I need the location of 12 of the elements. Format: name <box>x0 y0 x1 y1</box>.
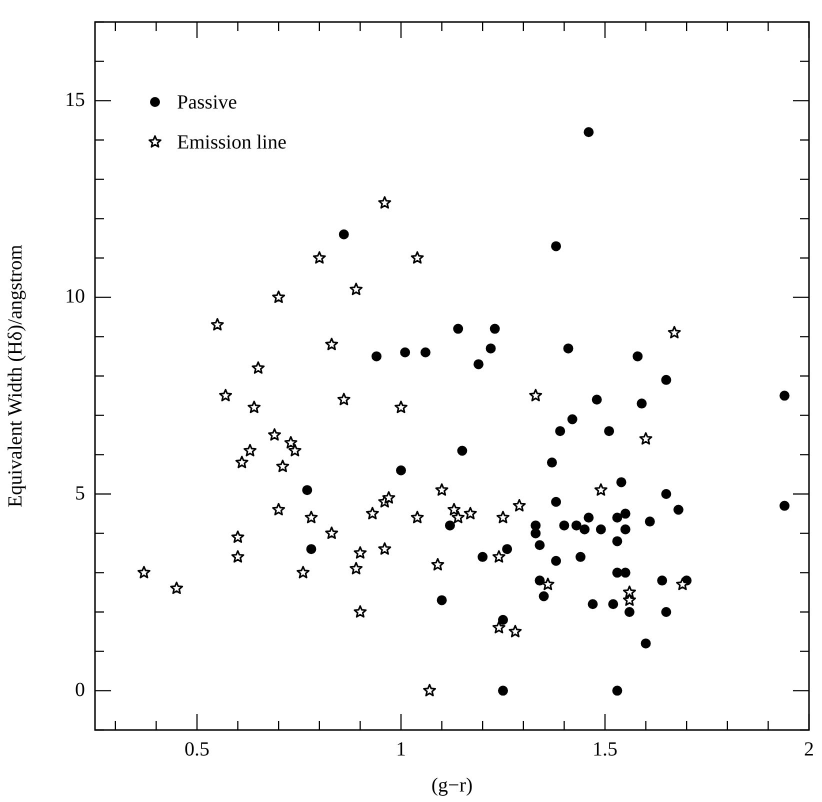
x-tick-label: 0.5 <box>184 738 210 760</box>
x-tick-label: 2 <box>804 738 814 760</box>
legend-label: Emission line <box>177 131 287 154</box>
y-tick-label: 0 <box>75 678 85 701</box>
x-axis-title: (g−r) <box>431 774 473 796</box>
y-tick-label: 10 <box>65 286 85 308</box>
x-tick-label: 1 <box>396 738 406 760</box>
legend-label: Passive <box>177 91 238 114</box>
y-tick-label: 5 <box>75 482 85 504</box>
y-axis-title: Equivalent Width (Hδ)/angstrom <box>4 244 26 508</box>
y-tick-label: 15 <box>65 88 85 111</box>
x-tick-label: 1.5 <box>592 738 618 760</box>
